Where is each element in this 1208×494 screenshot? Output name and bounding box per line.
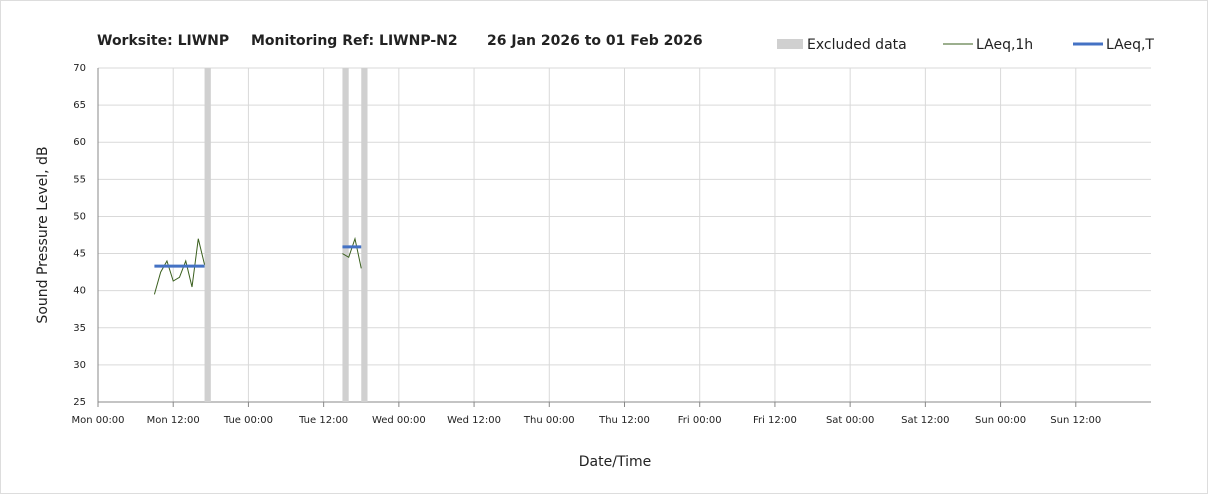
- y-tick-label: 70: [73, 63, 86, 74]
- x-tick-label: Thu 12:00: [598, 415, 650, 426]
- y-tick-label: 25: [73, 397, 86, 408]
- y-tick-label: 30: [73, 360, 86, 371]
- chart-title: Worksite: LIWNP: [97, 33, 229, 49]
- excluded-band: [204, 68, 211, 402]
- x-tick-label: Mon 00:00: [71, 415, 124, 426]
- y-tick-label: 55: [73, 174, 86, 185]
- x-tick-label: Sun 00:00: [975, 415, 1026, 426]
- x-tick-label: Mon 12:00: [147, 415, 200, 426]
- excluded-band: [361, 68, 368, 402]
- legend-label: Excluded data: [807, 37, 907, 53]
- x-tick-label: Fri 00:00: [678, 415, 722, 426]
- y-axis-label: Sound Pressure Level, dB: [35, 146, 51, 323]
- excluded-band: [342, 68, 349, 402]
- x-tick-label: Tue 00:00: [223, 415, 273, 426]
- x-tick-label: Sun 12:00: [1050, 415, 1101, 426]
- y-tick-label: 40: [73, 286, 86, 297]
- y-tick-label: 50: [73, 211, 86, 222]
- x-tick-label: Wed 12:00: [447, 415, 501, 426]
- series-line: [154, 245, 362, 268]
- x-tick-label: Sat 12:00: [901, 415, 949, 426]
- legend-swatch: [777, 39, 803, 49]
- chart-period: 26 Jan 2026 to 01 Feb 2026: [487, 33, 703, 49]
- x-tick-label: Sat 00:00: [826, 415, 874, 426]
- chart-subtitle: Monitoring Ref: LIWNP-N2: [251, 33, 458, 49]
- y-tick-label: 35: [73, 323, 86, 334]
- x-tick-label: Thu 00:00: [523, 415, 575, 426]
- x-axis-label: Date/Time: [579, 454, 651, 470]
- x-tick-label: Wed 00:00: [372, 415, 426, 426]
- y-tick-label: 65: [73, 100, 86, 111]
- legend-label: LAeq,1h: [976, 37, 1033, 53]
- legend-label: LAeq,T: [1106, 37, 1154, 53]
- y-tick-label: 60: [73, 137, 86, 148]
- x-tick-label: Fri 12:00: [753, 415, 797, 426]
- x-tick-label: Tue 12:00: [298, 415, 348, 426]
- y-tick-label: 45: [73, 249, 86, 260]
